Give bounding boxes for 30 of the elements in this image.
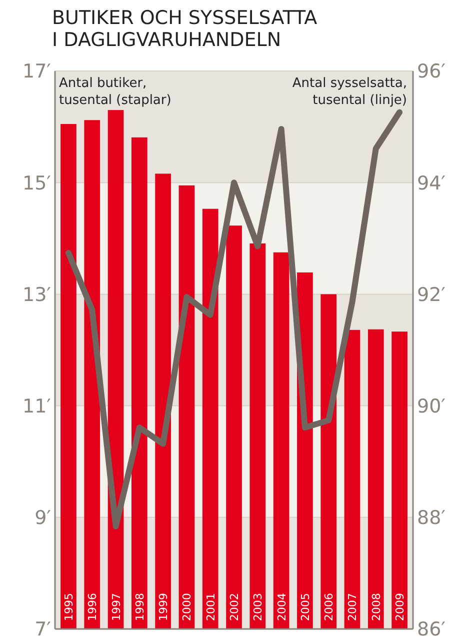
y2-tick-label: 96′ <box>417 60 446 83</box>
y2-tick-label: 90′ <box>417 395 446 418</box>
x-tick-label: 2002 <box>228 593 241 621</box>
x-tick-label: 2000 <box>180 593 194 621</box>
chart-title: BUTIKER OCH SYSSELSATTA I DAGLIGVARUHANDELN <box>52 7 318 51</box>
series-label: Antal sysselsatta, tusental (linje) <box>292 76 407 108</box>
x-tick-label: 2007 <box>346 593 360 621</box>
y-tick-label: 9′ <box>34 507 51 530</box>
y2-tick-label: 88′ <box>417 507 446 530</box>
y2-tick-label: 92′ <box>417 284 446 306</box>
x-tick-label: 2005 <box>298 593 312 621</box>
series-label: Antal butiker, tusental (staplar) <box>59 76 172 108</box>
x-tick-label: 2001 <box>204 593 218 621</box>
x-tick-label: 1996 <box>86 593 100 621</box>
x-tick-label: 2003 <box>252 593 265 621</box>
y2-tick-label: 86′ <box>417 618 446 641</box>
x-tick-label: 1995 <box>62 593 76 621</box>
x-tick-label: 2009 <box>394 593 407 621</box>
y2-tick-label: 94′ <box>417 172 446 194</box>
x-tick-label: 2004 <box>275 593 288 621</box>
x-tick-label: 1997 <box>110 593 123 621</box>
y-tick-label: 13′ <box>22 284 51 306</box>
y-tick-label: 11′ <box>22 395 51 418</box>
x-tick-label: 2006 <box>322 593 336 621</box>
x-tick-label: 1998 <box>133 593 146 621</box>
y-tick-label: 15′ <box>22 172 51 194</box>
x-tick-label: 2008 <box>370 593 383 621</box>
y-tick-label: 7′ <box>34 618 51 641</box>
x-tick-label: 1999 <box>157 593 170 621</box>
y-tick-label: 17′ <box>22 60 51 83</box>
